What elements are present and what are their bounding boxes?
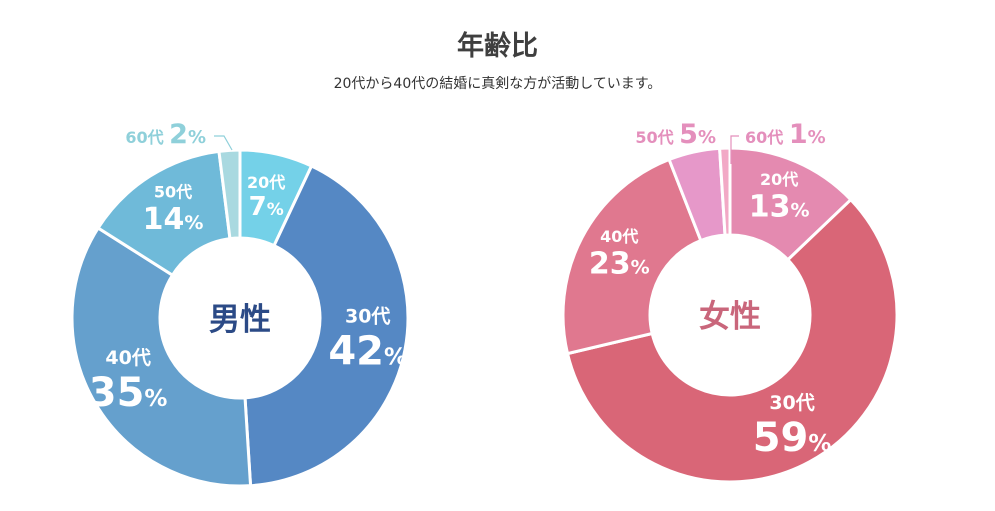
slice-label-value-male-2: 35% <box>89 370 168 416</box>
center-label-male: 男性 <box>209 302 271 338</box>
outside-label-female-3: 50代 5% <box>635 119 716 150</box>
slice-label-age-female-2: 40代 <box>600 227 638 246</box>
slice-female-30s <box>565 197 899 484</box>
slice-label-age-male-1: 30代 <box>345 305 390 327</box>
slice-label-age-male-0: 20代 <box>247 173 285 192</box>
slice-label-value-male-0: 7% <box>249 192 284 222</box>
slice-male-60s <box>217 148 242 241</box>
slice-label-age-female-1: 30代 <box>769 392 814 414</box>
slice-male-40s <box>70 225 253 488</box>
slice-label-value-female-2: 23% <box>589 247 650 282</box>
slice-female-40s <box>561 157 703 356</box>
slice-label-age-male-2: 40代 <box>105 347 150 369</box>
slice-label-value-male-3: 14% <box>143 202 204 237</box>
slice-male-30s <box>243 163 410 488</box>
leader-line-male-4 <box>214 135 233 151</box>
center-label-female: 女性 <box>699 299 761 335</box>
slice-label-value-female-0: 13% <box>749 190 810 225</box>
slice-label-value-female-1: 59% <box>753 415 832 461</box>
leader-line-female-4 <box>730 135 739 164</box>
page-title: 年齢比 <box>457 31 538 62</box>
outside-label-male-4: 60代 2% <box>125 119 206 150</box>
outside-label-female-4: 60代 1% <box>745 119 826 150</box>
slice-label-value-male-1: 42% <box>328 328 407 374</box>
slice-label-age-male-3: 50代 <box>154 182 192 201</box>
slice-female-60s <box>718 146 732 237</box>
slice-label-age-female-0: 20代 <box>760 170 798 189</box>
page-subtitle: 20代から40代の結婚に真剣な方が活動しています。 <box>333 76 662 92</box>
